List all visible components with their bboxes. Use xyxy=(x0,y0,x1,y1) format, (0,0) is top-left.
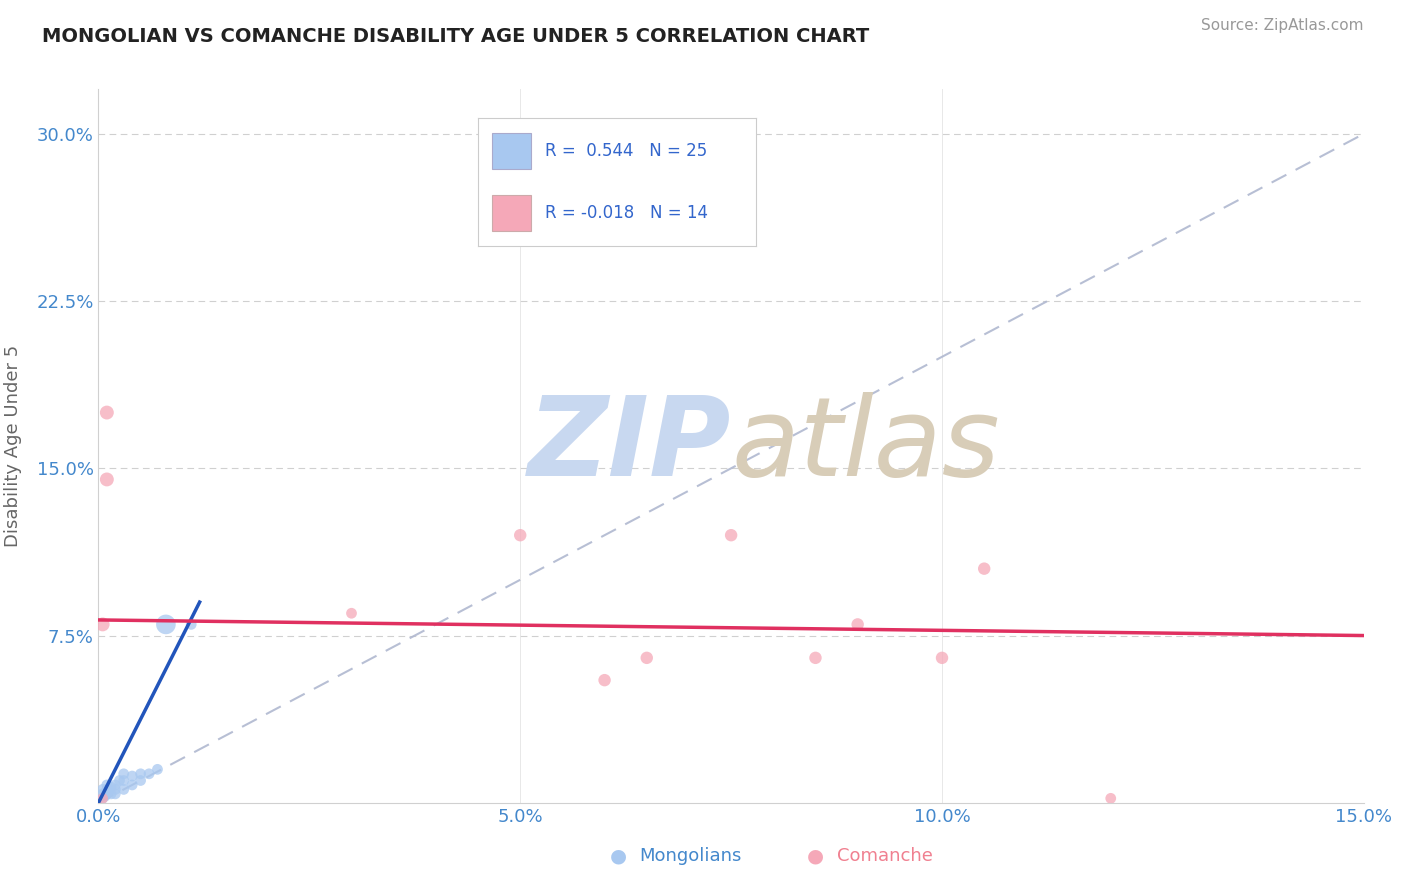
Point xyxy=(509,528,531,542)
Point xyxy=(973,562,995,576)
Point xyxy=(96,787,118,801)
Point xyxy=(593,673,616,687)
Point xyxy=(91,617,114,632)
Text: Comanche: Comanche xyxy=(837,847,932,865)
Point xyxy=(340,607,363,621)
Point xyxy=(112,773,135,788)
Point xyxy=(94,789,117,804)
Point xyxy=(96,782,118,797)
Point xyxy=(846,617,869,632)
Point xyxy=(155,617,177,632)
Point xyxy=(91,791,114,805)
Point xyxy=(931,651,953,665)
Text: MONGOLIAN VS COMANCHE DISABILITY AGE UNDER 5 CORRELATION CHART: MONGOLIAN VS COMANCHE DISABILITY AGE UND… xyxy=(42,27,869,45)
Point xyxy=(129,767,152,781)
Point xyxy=(121,769,143,783)
Point xyxy=(96,778,118,792)
Point xyxy=(104,778,127,792)
Point xyxy=(97,785,120,799)
Text: atlas: atlas xyxy=(731,392,1000,500)
Point xyxy=(112,782,135,797)
Text: Mongolians: Mongolians xyxy=(640,847,742,865)
Point xyxy=(104,787,127,801)
Text: ●: ● xyxy=(610,847,627,866)
Point xyxy=(121,778,143,792)
Point xyxy=(108,773,131,788)
Point xyxy=(96,473,118,487)
Point xyxy=(100,787,122,801)
Point xyxy=(636,651,658,665)
Point xyxy=(804,651,827,665)
Y-axis label: Disability Age Under 5: Disability Age Under 5 xyxy=(4,345,22,547)
Point xyxy=(91,782,114,797)
Point xyxy=(96,405,118,419)
Text: ●: ● xyxy=(807,847,824,866)
Point xyxy=(180,617,202,632)
Point xyxy=(129,773,152,788)
Point xyxy=(91,791,114,805)
Text: ZIP: ZIP xyxy=(527,392,731,500)
Text: Source: ZipAtlas.com: Source: ZipAtlas.com xyxy=(1201,18,1364,33)
Point xyxy=(138,767,160,781)
Point xyxy=(100,780,122,795)
Point xyxy=(146,762,169,776)
Point xyxy=(1099,791,1122,805)
Point xyxy=(104,782,127,797)
Point xyxy=(91,787,114,801)
Point xyxy=(720,528,742,542)
Point xyxy=(112,767,135,781)
